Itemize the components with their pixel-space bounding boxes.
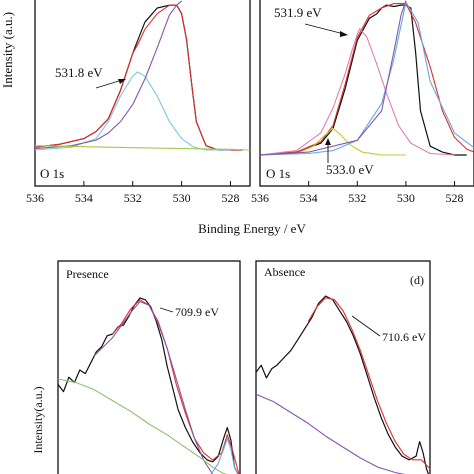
x-axis-label: Binding Energy / eV xyxy=(198,221,306,236)
y-axis-label-bottom: Intensity(a.u.) xyxy=(31,386,45,453)
series-line-4 xyxy=(57,378,227,474)
series-line-5 xyxy=(34,145,251,151)
annotation-531-8: 531.8 eV xyxy=(55,65,103,80)
panel-bottom-left-label: Presence xyxy=(66,267,109,281)
panel-top-right: 536 534 532 530 528 O 1s 531.9 eV 533.0 eV xyxy=(251,0,474,205)
series-line-2 xyxy=(259,3,474,156)
panel-top-left-x-ticks: 536 534 532 530 528 xyxy=(26,181,239,205)
series-line-4 xyxy=(34,0,182,150)
x-tick-label: 528 xyxy=(221,191,239,205)
x-tick-label: 532 xyxy=(124,191,142,205)
series-line-2 xyxy=(307,297,431,470)
x-tick-label: 530 xyxy=(173,191,191,205)
series-line-1 xyxy=(57,297,239,474)
x-tick-label: 532 xyxy=(348,191,366,205)
panel-bottom-right-tag: (d) xyxy=(410,273,424,287)
panel-top-left: 536 534 532 530 528 O 1s 531.8 eV Intensity … xyxy=(0,0,251,205)
x-tick-label: 534 xyxy=(75,191,93,205)
y-axis-label-top: Intensity (a.u.) xyxy=(0,12,15,88)
x-tick-label: 530 xyxy=(397,191,415,205)
series-line-2 xyxy=(34,4,243,151)
series-line-5 xyxy=(210,437,239,474)
series-line-1 xyxy=(259,4,467,156)
panel-bottom-left-frame xyxy=(57,260,241,474)
annotation-531-9: 531.9 eV xyxy=(274,5,322,20)
panel-top-right-label: O 1s xyxy=(266,166,290,181)
panel-top-left-frame xyxy=(34,0,251,187)
annotation-709-9-arrow xyxy=(159,307,174,313)
annotation-531-8-arrow xyxy=(95,79,123,89)
series-line-5 xyxy=(259,1,474,156)
series-line-3 xyxy=(34,71,231,151)
panel-bottom-left: Presence 709.9 eV Intensity(a.u.) xyxy=(31,260,241,474)
panel-bottom-left-curves xyxy=(57,297,240,474)
panel-bottom-right-label: Absence xyxy=(264,265,305,279)
panel-top-left-label: O 1s xyxy=(40,166,64,181)
annotation-531-9-arrowhead xyxy=(340,31,348,37)
x-tick-label: 536 xyxy=(251,191,269,205)
series-line-3 xyxy=(259,28,455,156)
annotation-533-0-arrowhead xyxy=(325,138,331,145)
annotation-710-6: 710.6 eV xyxy=(382,330,426,344)
x-tick-label: 534 xyxy=(300,191,318,205)
annotation-531-8-arrowhead xyxy=(118,79,126,84)
series-line-3 xyxy=(255,393,405,474)
series-line-2 xyxy=(112,299,240,474)
series-line-3 xyxy=(94,301,214,474)
x-tick-label: 528 xyxy=(446,191,464,205)
annotation-531-9-arrow xyxy=(304,23,345,35)
panel-bottom-right-frame xyxy=(255,260,431,474)
panel-top-right-curves xyxy=(259,0,474,156)
panel-bottom-right-curves xyxy=(255,295,431,474)
panel-top-right-x-ticks: 536 534 532 530 528 xyxy=(251,181,464,205)
panel-bottom-right: Absence (d) 710.6 eV xyxy=(255,260,431,474)
x-tick-label: 536 xyxy=(26,191,44,205)
annotation-709-9: 709.9 eV xyxy=(175,305,219,319)
annotation-710-6-arrow xyxy=(351,315,381,337)
series-line-4 xyxy=(259,127,406,156)
series-line-6 xyxy=(259,0,407,156)
panel-top-left-curves xyxy=(34,0,251,151)
panel-top-right-frame xyxy=(259,0,474,187)
annotation-533-0: 533.0 eV xyxy=(326,162,374,177)
